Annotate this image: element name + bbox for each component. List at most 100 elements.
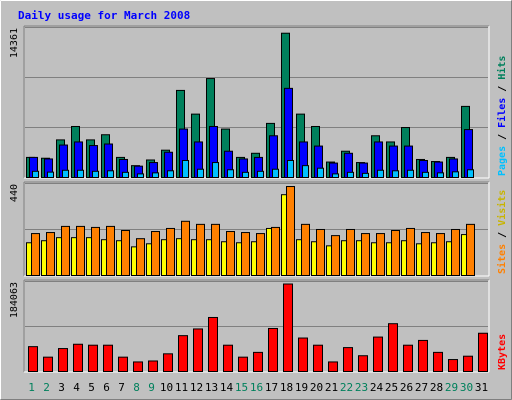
chart-title: Daily usage for March 2008 <box>18 9 190 22</box>
kbytes-bar <box>103 344 113 372</box>
x-tick-label: 26 <box>400 381 413 394</box>
sites-bar <box>151 231 160 276</box>
sites-bar <box>406 227 415 276</box>
x-tick-label: 5 <box>88 381 95 394</box>
pages-bar <box>47 171 54 178</box>
x-tick-label: 23 <box>355 381 368 394</box>
kbytes-bar <box>238 356 248 372</box>
legend-entry-files: Files <box>496 98 508 128</box>
panel-legend: Pages / Files / Hits <box>496 56 508 176</box>
pages-bar <box>122 171 129 178</box>
pages-bar <box>212 162 219 178</box>
x-tick-label: 21 <box>325 381 338 394</box>
pages-bar <box>347 171 354 178</box>
pages-bar <box>377 169 384 178</box>
panel-legend: Sites / Visits <box>496 190 508 274</box>
x-tick-label: 10 <box>160 381 173 394</box>
sites-bar <box>31 233 40 276</box>
x-tick-label: 2 <box>43 381 50 394</box>
x-tick-label: 28 <box>430 381 443 394</box>
kbytes-bar <box>148 360 158 373</box>
pages-bar <box>272 168 279 178</box>
kbytes-bar <box>433 351 443 372</box>
hits-files-pages-panel: 14361 Pages / Files / Hits <box>9 25 508 179</box>
pages-bar <box>137 173 144 178</box>
pages-bar <box>62 169 69 178</box>
x-tick-label: 25 <box>385 381 398 394</box>
kbytes-bar <box>343 347 353 373</box>
kbytes-bar <box>388 323 398 372</box>
x-tick-label: 15 <box>235 381 248 394</box>
pages-bar <box>362 172 369 179</box>
sites-bar <box>181 220 190 276</box>
x-tick-label: 1 <box>28 381 35 394</box>
y-axis-max-label: 184063 <box>9 282 20 318</box>
legend-entry-pages: Pages <box>497 146 508 176</box>
pages-bar <box>287 159 294 179</box>
sites-bar <box>256 233 265 276</box>
sites-bar <box>91 226 100 277</box>
pages-bar <box>77 169 84 178</box>
kbytes-bar <box>28 346 38 372</box>
x-tick-label: 24 <box>370 381 384 394</box>
sites-bar <box>421 232 430 276</box>
y-axis-max-label: 440 <box>9 184 20 202</box>
x-tick-label: 30 <box>460 381 473 394</box>
kbytes-bar <box>478 332 488 372</box>
sites-visits-panel: 440 Sites / Visits <box>9 181 508 277</box>
kbytes-bar <box>118 356 128 372</box>
x-tick-label: 31 <box>475 381 488 394</box>
pages-bar <box>242 171 249 178</box>
kbytes-bar <box>358 355 368 372</box>
x-tick-label: 29 <box>445 381 458 394</box>
kbytes-bar <box>463 355 473 373</box>
legend-entry-hits: Hits <box>496 56 508 80</box>
kbytes-bar <box>223 344 233 372</box>
x-tick-label: 27 <box>415 381 428 394</box>
x-tick-label: 13 <box>205 381 218 394</box>
kbytes-bar <box>253 351 263 372</box>
sites-bar <box>346 228 355 277</box>
x-tick-label: 9 <box>148 381 155 394</box>
sites-bar <box>286 186 295 276</box>
sites-bar <box>121 230 130 276</box>
legend-entry-sep: / <box>497 80 508 98</box>
sites-bar <box>301 223 310 276</box>
pages-bar <box>332 173 339 178</box>
kbytes-bar <box>448 359 458 373</box>
sites-bar <box>61 225 70 276</box>
pages-bar <box>197 168 204 178</box>
sites-bar <box>376 233 385 276</box>
kbytes-bar <box>163 353 173 372</box>
sites-bar <box>106 225 115 276</box>
pages-bar <box>257 170 264 179</box>
pages-bar <box>227 169 234 179</box>
pages-bar <box>152 172 159 179</box>
x-tick-label: 18 <box>280 381 293 394</box>
x-tick-label: 6 <box>103 381 110 394</box>
x-tick-label: 19 <box>295 381 308 394</box>
x-tick-label: 14 <box>220 381 234 394</box>
sites-bar <box>226 231 235 276</box>
day-axis-labels: 1 2 3 4 5 6 7 8 9 10 11 12 13 14 15 16 17 18 19 20 21 22 23 24 2… <box>28 381 488 394</box>
kbytes-bar <box>88 344 98 372</box>
kbytes-bar <box>178 335 188 372</box>
pages-bar <box>407 169 414 178</box>
kbytes-bar <box>328 361 338 372</box>
pages-bar <box>452 171 459 178</box>
sites-bar <box>196 223 205 276</box>
kbytes-panel: 184063 KBytes <box>9 279 508 373</box>
pages-bar <box>317 167 324 179</box>
sites-bar <box>361 233 370 276</box>
sites-bar <box>241 232 250 276</box>
legend-entry-kbytes: KBytes <box>497 334 508 370</box>
sites-bar <box>46 232 55 276</box>
legend-entry-sites: Sites <box>496 244 508 274</box>
sites-bar <box>331 235 340 276</box>
pages-bar <box>182 159 189 179</box>
sites-bar <box>76 225 85 276</box>
sites-bar <box>211 223 220 276</box>
kbytes-bar <box>403 344 413 372</box>
y-axis-max-label: 14361 <box>9 28 20 58</box>
pages-bar <box>467 169 474 179</box>
